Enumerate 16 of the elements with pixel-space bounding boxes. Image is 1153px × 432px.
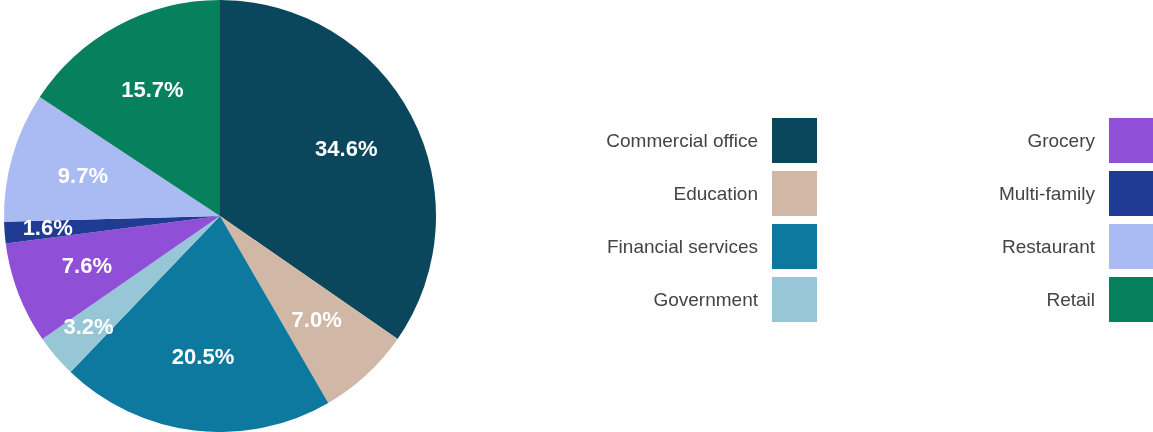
data-label: 7.6% — [61, 253, 112, 279]
data-label: 9.7% — [57, 162, 108, 188]
legend-label: Retail — [1045, 288, 1095, 311]
legend-label: Government — [652, 288, 758, 311]
data-label: 3.2% — [63, 314, 114, 340]
data-label: 7.0% — [291, 306, 342, 332]
data-label: 1.6% — [22, 215, 73, 241]
data-label: 20.5% — [171, 343, 235, 369]
legend-label: Financial services — [606, 235, 758, 258]
legend-label: Education — [672, 182, 758, 205]
legend-label: Grocery — [1026, 129, 1095, 152]
legend-label: Restaurant — [1001, 235, 1095, 258]
legend-label: Commercial office — [605, 129, 758, 152]
legend-label: Multi-family — [997, 182, 1095, 205]
data-label: 15.7% — [121, 76, 184, 102]
data-label: 34.6% — [315, 135, 378, 161]
